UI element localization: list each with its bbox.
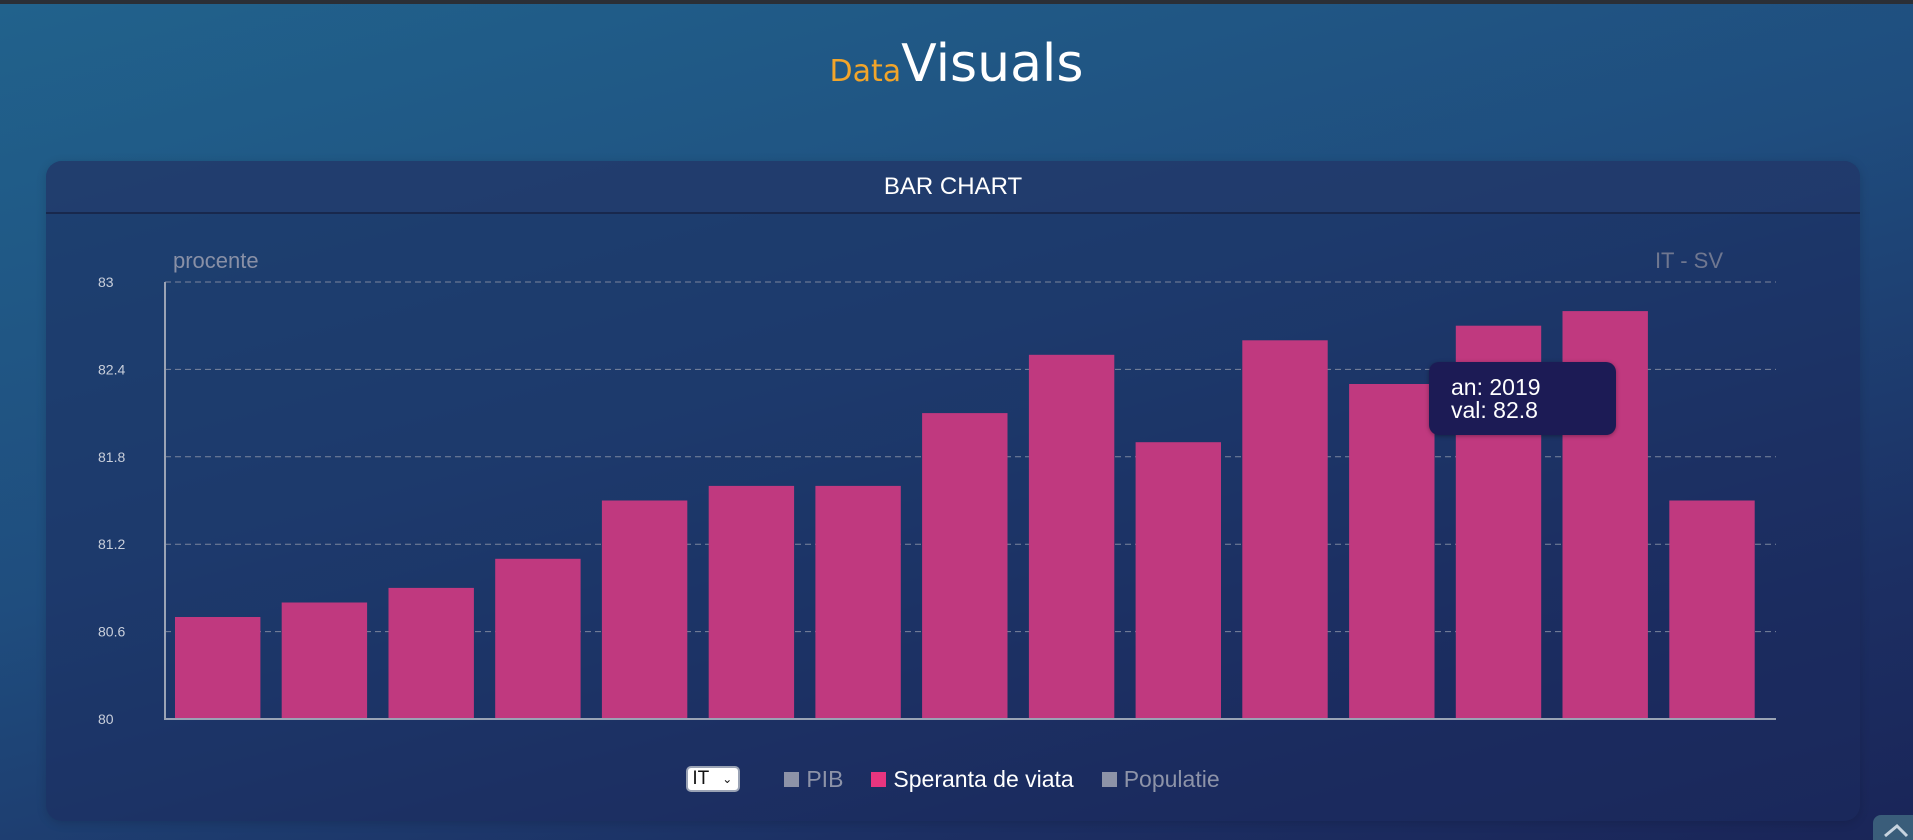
y-tick-label: 82.4 [98, 361, 125, 377]
legend-swatch [784, 771, 800, 787]
brand-logo: DataVisuals [0, 34, 1913, 94]
bar-tooltip: an: 2019 val: 82.8 [1429, 362, 1616, 435]
bar[interactable] [815, 485, 901, 719]
y-axis-label: procente [173, 248, 259, 273]
bar[interactable] [601, 500, 688, 720]
brand-big-text: Visuals [901, 34, 1084, 94]
country-select-value: IT [692, 768, 710, 789]
top-bar [0, 0, 1913, 4]
bar-chart: 80 80.6 81.2 81.8 82.4 83 procente IT - SV [98, 248, 1776, 727]
bar[interactable] [388, 587, 474, 719]
brand-small-text: Data [829, 54, 902, 89]
chart-card: BAR CHART 80 80.6 81.2 81.8 82.4 83 procente … [46, 161, 1860, 821]
country-select[interactable]: IT ⌄ [686, 766, 741, 792]
tooltip-value: val: 82.8 [1451, 397, 1538, 423]
y-tick-labels: 80 80.6 81.2 81.8 82.4 83 [98, 274, 125, 727]
scroll-top-button[interactable] [1873, 815, 1913, 840]
tooltip-year: an: 2019 [1451, 374, 1541, 400]
bar[interactable] [708, 485, 795, 719]
y-tick-label: 81.8 [98, 449, 125, 465]
legend-label: PIB [806, 765, 844, 792]
bar[interactable] [281, 602, 368, 720]
y-tick-label: 81.2 [98, 536, 125, 552]
legend-swatch [1101, 771, 1117, 787]
legend-item-speranta-de-viata[interactable]: Speranta de viata [871, 765, 1074, 793]
legend-label: Populatie [1123, 765, 1220, 792]
bar[interactable] [175, 617, 261, 719]
chevron-down-icon: ⌄ [722, 772, 733, 786]
legend-swatch [871, 771, 887, 787]
arrow-icon [1884, 823, 1909, 838]
bar[interactable] [1135, 442, 1221, 719]
bar[interactable] [1669, 500, 1755, 720]
chart-controls: IT ⌄ PIB Speranta de viata Populatie [46, 761, 1860, 797]
y-tick-label: 80 [98, 711, 114, 727]
legend-item-pib[interactable]: PIB [784, 766, 843, 793]
legend-label: Speranta de viata [893, 765, 1074, 792]
card-title: BAR CHART [46, 161, 1860, 214]
bar[interactable] [495, 558, 581, 719]
bar[interactable] [922, 413, 1008, 719]
y-tick-label: 83 [98, 274, 114, 290]
bar[interactable] [1242, 340, 1328, 719]
legend-item-populatie[interactable]: Populatie [1101, 765, 1220, 793]
bar[interactable] [1028, 354, 1115, 719]
y-tick-label: 80.6 [98, 624, 125, 640]
bar[interactable] [1349, 384, 1435, 719]
series-label: IT - SV [1655, 248, 1723, 273]
